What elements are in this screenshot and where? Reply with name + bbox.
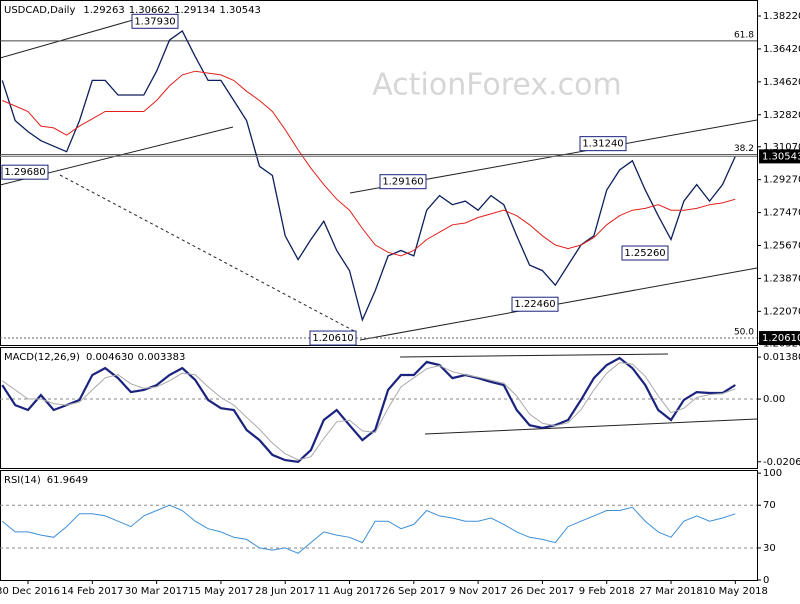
price-header: USDCAD,Daily 1.29263 1.30662 1.29134 1.30543 (4, 5, 261, 16)
y-tick-label: 1.27470 (763, 208, 800, 219)
trend-line (0, 17, 141, 59)
macd-panel (0, 347, 758, 469)
x-tick-label: 26 Dec 2017 (510, 586, 574, 597)
x-tick-label: 30 Dec 2016 (0, 586, 60, 597)
annotation-label: 1.31240 (582, 139, 623, 150)
trend-line (424, 418, 758, 435)
x-tick-label: 27 Mar 2018 (639, 586, 702, 597)
macd-header: MACD(12,26,9) 0.004630 0.003383 (4, 352, 185, 363)
last-price-box (759, 149, 800, 164)
y-tick-label: 100 (763, 468, 782, 479)
x-tick-label: 26 Sep 2017 (382, 586, 445, 597)
annotation-box (621, 245, 669, 261)
last-value: 0.004630 (86, 352, 134, 363)
x-tick-label: 28 Jun 2017 (255, 586, 315, 597)
annotation-label: 1.29160 (382, 177, 423, 188)
annotation-label: 1.29680 (4, 167, 45, 178)
y-tick-label: 30 (763, 543, 776, 554)
annotation-box (1, 164, 49, 180)
close: 1.30543 (219, 5, 260, 16)
trend-line (399, 353, 669, 358)
series-line (2, 70, 736, 257)
watermark: ActionForex.com (372, 68, 621, 103)
annotation-box (379, 174, 427, 190)
y-tick-label: 1.22070 (763, 306, 800, 317)
y-tick-label: 1.23870 (763, 273, 800, 284)
x-tick-label: 11 Aug 2017 (317, 586, 381, 597)
level-box (759, 331, 800, 346)
y-tick-label: 1.31070 (763, 142, 800, 153)
y-tick-label: 0 (763, 575, 769, 586)
fib-label: 61.8 (734, 30, 754, 40)
y-tick-label: 1.29270 (763, 175, 800, 186)
annotation-label: 1.22460 (514, 299, 555, 310)
annotation-box (309, 330, 357, 346)
low: 1.29134 (174, 5, 215, 16)
series-line (1, 356, 736, 464)
x-tick-label: 10 May 2018 (703, 586, 768, 597)
level-label: 1.20610 (762, 333, 800, 344)
x-tick-label: 9 Feb 2018 (579, 586, 635, 597)
series-line (2, 362, 736, 461)
y-tick-label: 1.32820 (763, 110, 800, 121)
y-tick-label: 1.34620 (763, 77, 800, 88)
annotation-label: 1.20610 (312, 333, 353, 344)
y-tick-label: -0.020648 (763, 457, 800, 468)
rsi-header: RSI(14) 61.9649 (4, 475, 88, 486)
y-tick-label: 0.00 (763, 394, 785, 405)
annotation-box (511, 296, 559, 312)
last-value: 0.003383 (138, 352, 186, 363)
annotation-box (579, 136, 627, 152)
symbol: USDCAD,Daily (4, 5, 75, 16)
annotation-label: 1.25260 (624, 248, 665, 259)
y-tick-label: 1.38220 (763, 11, 800, 22)
y-tick-label: 1.36420 (763, 44, 800, 55)
rsi-panel (0, 470, 758, 581)
fib-label: 38.2 (734, 144, 754, 154)
legend-name: MACD(12,26,9) (4, 352, 80, 363)
annotation-label: 1.37930 (134, 16, 175, 27)
fib-label: 50.0 (734, 328, 754, 338)
y-tick-label: 0.013802 (763, 352, 800, 363)
trend-line (59, 174, 357, 333)
last-value: 61.9649 (47, 475, 88, 486)
y-tick-label: 70 (763, 500, 776, 511)
x-tick-label: 14 Feb 2017 (61, 586, 123, 597)
x-tick-label: 15 May 2017 (188, 586, 253, 597)
open: 1.29263 (83, 5, 124, 16)
annotation-box (131, 13, 179, 29)
x-tick-label: 30 Mar 2017 (125, 586, 188, 597)
series-line (1, 504, 736, 554)
price-panel (0, 0, 758, 346)
x-tick-label: 9 Nov 2017 (449, 586, 507, 597)
legend-name: RSI(14) (4, 475, 41, 486)
series-line (1, 30, 736, 322)
high: 1.30662 (129, 5, 170, 16)
y-tick-label: 1.25670 (763, 241, 800, 252)
last-price-label: 1.30543 (762, 151, 800, 162)
